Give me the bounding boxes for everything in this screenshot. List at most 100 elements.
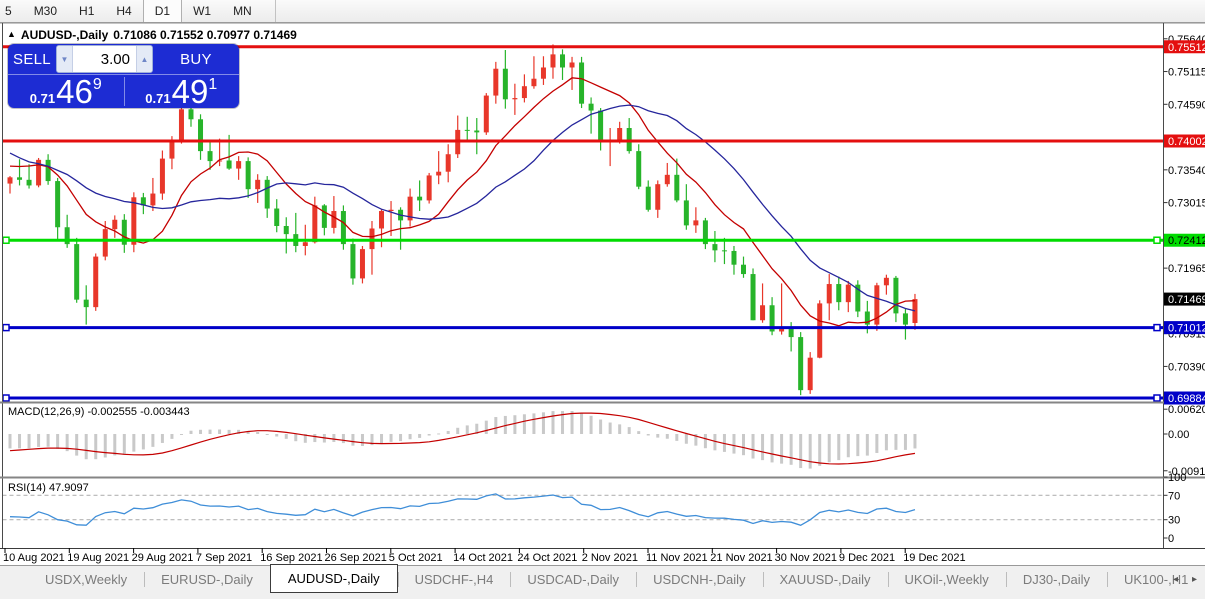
macd-histogram-bar bbox=[513, 415, 517, 434]
macd-histogram-bar bbox=[484, 420, 488, 434]
timeframe-button-h1[interactable]: H1 bbox=[79, 4, 95, 18]
line-handle[interactable] bbox=[2, 394, 10, 402]
candle-up bbox=[255, 179, 261, 190]
macd-histogram-bar bbox=[141, 434, 145, 450]
macd-histogram-bar bbox=[865, 434, 869, 456]
tab-eurusd-daily[interactable]: EURUSD-,Daily bbox=[144, 566, 270, 593]
tab-uk100-h1[interactable]: UK100-,H1 bbox=[1107, 566, 1205, 593]
timeframe-button-5[interactable]: 5 bbox=[5, 4, 12, 18]
macd-histogram-bar bbox=[227, 429, 231, 434]
candle-up bbox=[407, 196, 413, 221]
tab-dj30-daily[interactable]: DJ30-,Daily bbox=[1005, 566, 1107, 593]
macd-histogram-bar bbox=[437, 433, 441, 435]
candle-up bbox=[169, 141, 175, 159]
macd-histogram-bar bbox=[218, 429, 222, 434]
symbol-tabbar: USDX,Weekly EURUSD-,Daily AUDUSD-,Daily USD… bbox=[0, 564, 1205, 593]
candle-down bbox=[26, 179, 32, 186]
tab-usdcnh-daily[interactable]: USDCNH-,Daily bbox=[636, 566, 762, 593]
line-handle[interactable] bbox=[1153, 323, 1161, 332]
timeframe-button-m30[interactable]: M30 bbox=[33, 4, 58, 18]
line-handle[interactable] bbox=[2, 236, 10, 244]
macd-histogram-bar bbox=[408, 434, 412, 440]
tab-scroll-right-icon[interactable]: ▸ bbox=[1191, 574, 1197, 585]
volume-input[interactable]: 3.00 bbox=[100, 50, 130, 68]
candle-up bbox=[521, 86, 527, 99]
candle-up bbox=[807, 357, 813, 391]
candle-up bbox=[874, 285, 880, 325]
buy-price[interactable]: 0.71 49 1 bbox=[124, 75, 240, 108]
volume-decrease-button[interactable]: ▼ bbox=[57, 46, 73, 72]
moving-averages-layer bbox=[9, 77, 916, 327]
chart-title: ▲ AUDUSD-,Daily 0.71086 0.71552 0.70977 … bbox=[7, 28, 297, 42]
rsi-axis-label: 70 bbox=[1168, 490, 1180, 502]
tab-ukoil-weekly[interactable]: UKOil-,Weekly bbox=[887, 566, 1006, 593]
candle-up bbox=[569, 62, 575, 68]
macd-histogram-bar bbox=[713, 434, 717, 451]
macd-histogram-bar bbox=[37, 434, 41, 447]
candle-down bbox=[598, 110, 604, 143]
line-handle[interactable] bbox=[1153, 394, 1161, 402]
candle-down bbox=[579, 62, 585, 104]
macd-histogram-bar bbox=[56, 434, 60, 449]
tab-xauusd-daily[interactable]: XAUUSD-,Daily bbox=[762, 566, 888, 593]
macd-histogram-bar bbox=[732, 434, 736, 454]
timeframe-button-d1[interactable]: D1 bbox=[142, 0, 183, 22]
macd-histogram-bar bbox=[370, 434, 374, 446]
candle-down bbox=[245, 161, 251, 190]
macd-histogram-bar bbox=[389, 434, 393, 442]
candle-up bbox=[236, 161, 242, 169]
tab-usdchf-h4[interactable]: USDCHF-,H4 bbox=[397, 566, 511, 593]
x-axis-date-label: 16 Sep 2021 bbox=[260, 552, 322, 564]
candle-up bbox=[159, 158, 165, 194]
candle-down bbox=[264, 179, 270, 209]
macd-histogram-bar bbox=[522, 414, 526, 434]
tab-usdcad-daily[interactable]: USDCAD-,Daily bbox=[510, 566, 636, 593]
timeframe-button-w1[interactable]: W1 bbox=[193, 4, 212, 18]
chart-ohlc-values: 0.71086 0.71552 0.70977 0.71469 bbox=[113, 28, 297, 42]
candle-up bbox=[693, 220, 699, 226]
tab-usdx-weekly[interactable]: USDX,Weekly bbox=[45, 572, 128, 587]
candle-down bbox=[674, 174, 680, 201]
candle-down bbox=[417, 196, 423, 201]
timeframe-button-h4[interactable]: H4 bbox=[116, 4, 132, 18]
x-axis-date-label: 5 Oct 2021 bbox=[389, 552, 443, 564]
macd-histogram-bar bbox=[46, 434, 50, 447]
line-handle[interactable] bbox=[2, 323, 10, 332]
macd-histogram-bar bbox=[675, 434, 679, 441]
macd-histogram-bar bbox=[189, 430, 193, 434]
line-handle[interactable] bbox=[1153, 236, 1161, 244]
timeframe-button-mn[interactable]: MN bbox=[233, 4, 252, 18]
ma-fast-line bbox=[9, 77, 915, 327]
macd-histogram-bar bbox=[789, 434, 793, 465]
macd-histogram-bar bbox=[646, 434, 650, 436]
x-axis-date-label: 30 Nov 2021 bbox=[775, 552, 837, 564]
candle-down bbox=[140, 197, 146, 206]
macd-histogram-bar bbox=[751, 434, 755, 459]
candle-down bbox=[702, 220, 708, 245]
candle-up bbox=[359, 249, 365, 279]
macd-histogram-bar bbox=[884, 434, 888, 451]
candle-down bbox=[321, 205, 327, 228]
sell-price[interactable]: 0.71 46 9 bbox=[8, 75, 124, 108]
buy-button[interactable]: BUY bbox=[180, 50, 212, 68]
toolbar-separator bbox=[274, 0, 276, 22]
macd-histogram-bar bbox=[703, 434, 707, 449]
macd-histogram-bar bbox=[94, 434, 98, 460]
macd-histogram-bar bbox=[170, 434, 174, 439]
rsi-indicator-label: RSI(14) 47.9097 bbox=[8, 482, 89, 494]
sell-button[interactable]: SELL bbox=[13, 50, 51, 68]
tab-scroll-left-icon[interactable]: ◂ bbox=[1172, 574, 1178, 585]
tab-audusd-daily[interactable]: AUDUSD-,Daily bbox=[269, 564, 398, 593]
macd-histogram-bar bbox=[541, 412, 545, 434]
macd-histogram-bar bbox=[160, 434, 164, 443]
sell-price-big: 46 bbox=[56, 72, 93, 110]
volume-increase-button[interactable]: ▲ bbox=[136, 46, 152, 72]
candle-down bbox=[798, 337, 804, 391]
macd-histogram-bar bbox=[8, 434, 12, 449]
macd-histogram-bar bbox=[608, 422, 612, 434]
candle-up bbox=[531, 78, 537, 87]
x-axis-date-label: 2 Nov 2021 bbox=[582, 552, 638, 564]
macd-histogram-bar bbox=[113, 434, 117, 456]
